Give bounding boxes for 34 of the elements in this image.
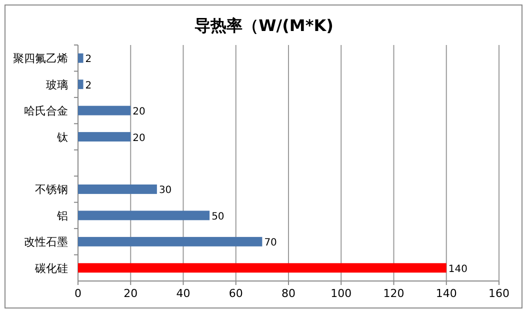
bar [78, 210, 210, 220]
y-tick-label: 不锈钢 [35, 183, 68, 196]
y-tick-label: 聚四氟乙烯 [13, 52, 68, 66]
x-tick-label: 80 [282, 287, 296, 300]
bar [78, 184, 157, 194]
data-label: 20 [132, 132, 146, 144]
x-tick-label: 140 [436, 287, 457, 300]
y-tick-label: 改性石墨 [24, 236, 68, 249]
x-tick-label: 20 [124, 287, 138, 300]
data-label: 2 [85, 54, 92, 66]
bar [78, 106, 131, 116]
data-label: 70 [264, 238, 277, 249]
chart-title: 导热率（W/(M*K) [194, 16, 334, 35]
y-tick-label: 玻璃 [46, 78, 68, 92]
y-tick-label: 哈氏合金 [24, 104, 68, 118]
data-label: 2 [85, 80, 92, 92]
bar [78, 53, 84, 63]
x-tick-label: 0 [74, 287, 82, 300]
data-label: 50 [212, 211, 224, 222]
bar [78, 80, 84, 90]
data-label: 20 [132, 106, 146, 118]
x-tick-label: 60 [228, 287, 243, 300]
y-tick-label: 铝 [56, 209, 68, 222]
x-tick-label: 100 [330, 287, 352, 300]
bar [78, 236, 262, 246]
x-tick-label: 120 [383, 287, 404, 300]
bar [78, 132, 131, 142]
bar [78, 263, 446, 273]
x-tick-label: 160 [488, 287, 510, 300]
data-label: 140 [448, 264, 468, 275]
y-tick-label: 碳化硅 [34, 262, 68, 275]
x-tick-label: 40 [176, 287, 190, 300]
data-label: 30 [158, 185, 172, 196]
y-tick-label: 钛 [56, 130, 68, 144]
